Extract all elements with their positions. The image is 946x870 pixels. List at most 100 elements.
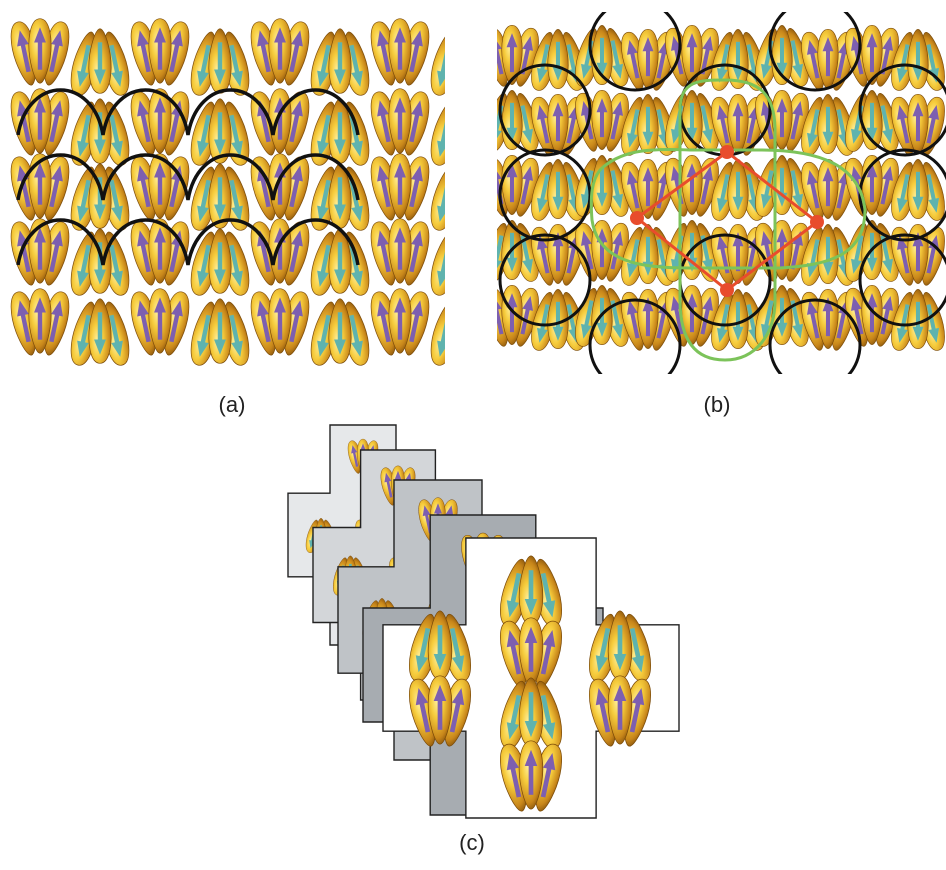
domain-circle bbox=[588, 298, 682, 374]
arrow-down-icon bbox=[334, 112, 346, 155]
lobe-down bbox=[499, 680, 528, 749]
lobe-down bbox=[727, 29, 749, 89]
arrow-down-icon bbox=[466, 44, 486, 88]
lobe-up bbox=[501, 25, 523, 85]
lobe-up bbox=[28, 153, 52, 219]
lobe-down bbox=[817, 94, 839, 154]
arrow-down-icon bbox=[822, 236, 834, 276]
lobe-up bbox=[148, 88, 172, 154]
lobe-up bbox=[148, 18, 172, 84]
arrow-down-icon bbox=[466, 244, 486, 288]
arrow-down-icon bbox=[415, 627, 431, 673]
arrow-down-icon bbox=[552, 41, 564, 81]
arrow-down-icon bbox=[520, 105, 534, 144]
arrow-down-icon bbox=[334, 42, 346, 85]
arrow-down-icon bbox=[229, 114, 243, 157]
lobe-up bbox=[861, 285, 883, 345]
arrow-down-icon bbox=[506, 694, 522, 740]
arrow-up-icon bbox=[822, 37, 834, 77]
arrow-up-icon bbox=[506, 753, 522, 798]
arrow-up-icon bbox=[822, 297, 834, 337]
lobe-down bbox=[607, 610, 633, 680]
arrow-up-icon bbox=[49, 300, 63, 343]
arrow-down-icon bbox=[524, 570, 538, 616]
arrow-down-icon bbox=[437, 114, 445, 157]
arrow-down-icon bbox=[552, 301, 564, 341]
lobe-down bbox=[518, 555, 544, 625]
arrow-up-icon bbox=[497, 35, 504, 75]
arrow-down-icon bbox=[610, 40, 624, 79]
panel-c-stack bbox=[287, 424, 680, 819]
arrow-down-icon bbox=[229, 314, 243, 357]
lobe-up bbox=[771, 90, 793, 150]
arrow-down-icon bbox=[524, 692, 538, 738]
arrow-down-icon bbox=[454, 112, 466, 155]
arrow-down-icon bbox=[109, 244, 123, 287]
arrow-down-icon bbox=[880, 105, 894, 144]
arrow-up-icon bbox=[394, 27, 406, 70]
lobe-down bbox=[427, 610, 453, 680]
arrow-down-icon bbox=[197, 179, 211, 222]
arrow-up-icon bbox=[760, 230, 774, 270]
arrow-up-icon bbox=[409, 230, 423, 273]
arrow-up-icon bbox=[137, 30, 151, 73]
arrow-down-icon bbox=[77, 114, 91, 157]
green-loop-vertical bbox=[678, 78, 777, 362]
arrow-up-icon bbox=[154, 227, 166, 270]
lobe-down bbox=[430, 231, 445, 296]
lattice-node bbox=[810, 215, 824, 229]
arrow-down-icon bbox=[536, 174, 550, 213]
lobe-down bbox=[547, 159, 569, 219]
arrow-up-icon bbox=[524, 749, 538, 795]
domain-boundary-line bbox=[16, 153, 360, 201]
arrow-up-icon bbox=[17, 30, 31, 73]
arrow-up-icon bbox=[394, 227, 406, 270]
arrow-up-icon bbox=[409, 165, 423, 208]
lobe-up bbox=[28, 88, 52, 154]
domain-circle bbox=[498, 148, 592, 242]
arrow-down-icon bbox=[806, 109, 820, 148]
arrow-down-icon bbox=[596, 297, 608, 337]
arrow-down-icon bbox=[197, 44, 211, 87]
arrow-down-icon bbox=[214, 312, 226, 355]
arrow-up-icon bbox=[137, 165, 151, 208]
arrow-up-icon bbox=[806, 169, 820, 209]
arrow-down-icon bbox=[109, 114, 123, 157]
arrow-up-icon bbox=[394, 162, 406, 205]
arrow-up-icon bbox=[524, 626, 538, 672]
arrow-down-icon bbox=[437, 314, 445, 357]
arrow-down-icon bbox=[866, 102, 878, 142]
arrow-down-icon bbox=[229, 179, 243, 222]
arrow-up-icon bbox=[716, 104, 730, 144]
lobe-up bbox=[427, 675, 453, 745]
arrow-down-icon bbox=[77, 44, 91, 87]
domain-circle bbox=[768, 12, 862, 92]
arrow-down-icon bbox=[466, 114, 486, 158]
arrow-down-icon bbox=[109, 314, 123, 357]
arrow-up-icon bbox=[536, 104, 550, 144]
lobe-up bbox=[637, 159, 659, 219]
arrow-down-icon bbox=[433, 625, 447, 671]
lobe-down bbox=[208, 98, 232, 164]
arrow-up-icon bbox=[169, 300, 183, 343]
lobe-up bbox=[681, 25, 703, 85]
arrow-down-icon bbox=[790, 170, 804, 209]
arrow-down-icon bbox=[790, 40, 804, 79]
arrow-down-icon bbox=[822, 106, 834, 146]
arrow-down-icon bbox=[454, 177, 466, 220]
lobe-down bbox=[907, 159, 929, 219]
arrow-up-icon bbox=[34, 97, 46, 140]
arrow-up-icon bbox=[377, 165, 391, 208]
arrow-down-icon bbox=[94, 42, 106, 85]
lobe-up bbox=[501, 285, 523, 345]
arrow-down-icon bbox=[912, 41, 924, 81]
arrow-up-icon bbox=[596, 98, 608, 138]
lobe-up bbox=[607, 675, 633, 745]
arrow-down-icon bbox=[506, 102, 518, 142]
lobe-down bbox=[907, 29, 929, 89]
lobe-up bbox=[28, 218, 52, 284]
lattice-node bbox=[720, 145, 734, 159]
arrow-up-icon bbox=[626, 169, 640, 209]
lobe-up bbox=[388, 88, 412, 154]
